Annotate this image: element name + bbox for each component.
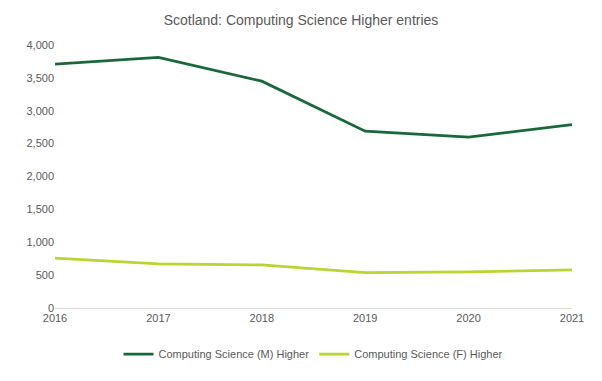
svg-text:Scotland: Computing Science Hi: Scotland: Computing Science Higher entri… — [164, 12, 439, 28]
svg-text:4,000: 4,000 — [26, 39, 54, 51]
svg-text:500: 500 — [36, 269, 54, 281]
svg-text:1,500: 1,500 — [26, 203, 54, 215]
svg-text:3,500: 3,500 — [26, 72, 54, 84]
svg-text:2,500: 2,500 — [26, 137, 54, 149]
svg-text:2021: 2021 — [560, 312, 584, 324]
svg-text:2018: 2018 — [250, 312, 274, 324]
svg-text:2020: 2020 — [456, 312, 480, 324]
svg-text:Computing Science (M) Higher: Computing Science (M) Higher — [159, 348, 310, 360]
svg-text:3,000: 3,000 — [26, 105, 54, 117]
svg-text:1,000: 1,000 — [26, 236, 54, 248]
svg-text:2016: 2016 — [43, 312, 67, 324]
svg-text:2019: 2019 — [353, 312, 377, 324]
svg-text:2,000: 2,000 — [26, 170, 54, 182]
svg-text:Computing Science (F) Higher: Computing Science (F) Higher — [354, 348, 502, 360]
svg-text:2017: 2017 — [146, 312, 170, 324]
svg-text:0: 0 — [48, 302, 54, 314]
